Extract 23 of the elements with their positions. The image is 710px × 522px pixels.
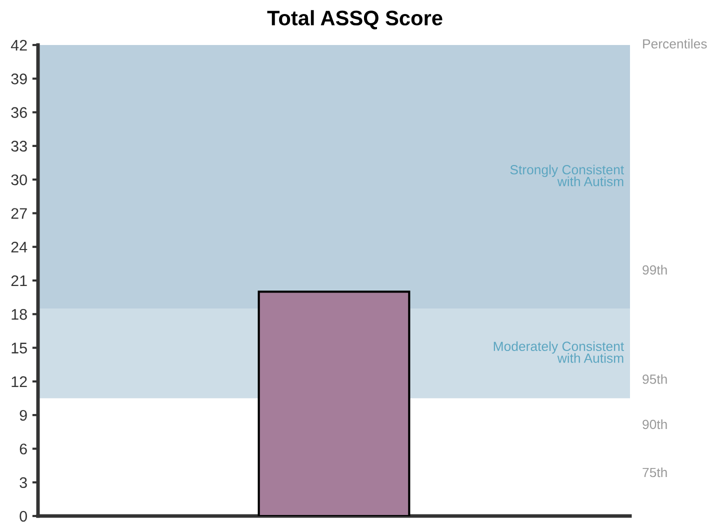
y-tick-label: 6 [20, 444, 27, 454]
y-tick-label: 24 [11, 242, 28, 252]
y-tick-label: 15 [12, 342, 27, 354]
text: 90th [642, 419, 667, 430]
y-tick-label: 18 [12, 309, 27, 320]
chart-title: Total ASSQ Score [267, 10, 442, 30]
text: Percentiles [643, 38, 707, 49]
y-tick-label: 42 [10, 40, 27, 51]
y-tick-label: 36 [11, 107, 27, 118]
y-tick-label: 27 [11, 208, 27, 219]
y-tick-label: 39 [11, 74, 27, 84]
y-tick-label: 0 [20, 510, 27, 522]
y-tick-label: 9 [20, 410, 27, 421]
y-tick-label: 33 [11, 140, 27, 152]
band-label: Strongly Consistent with Autism [510, 164, 624, 186]
y-tick-label: 3 [20, 477, 27, 488]
text: 95th [642, 374, 667, 384]
text: 75th [642, 467, 667, 478]
text: 99th [642, 264, 667, 275]
y-tick-label: 12 [12, 376, 27, 387]
y-tick-label: 30 [11, 174, 27, 186]
y-tick-label: 21 [11, 275, 27, 286]
band-label: Moderately Consistent with Autism [494, 341, 624, 363]
